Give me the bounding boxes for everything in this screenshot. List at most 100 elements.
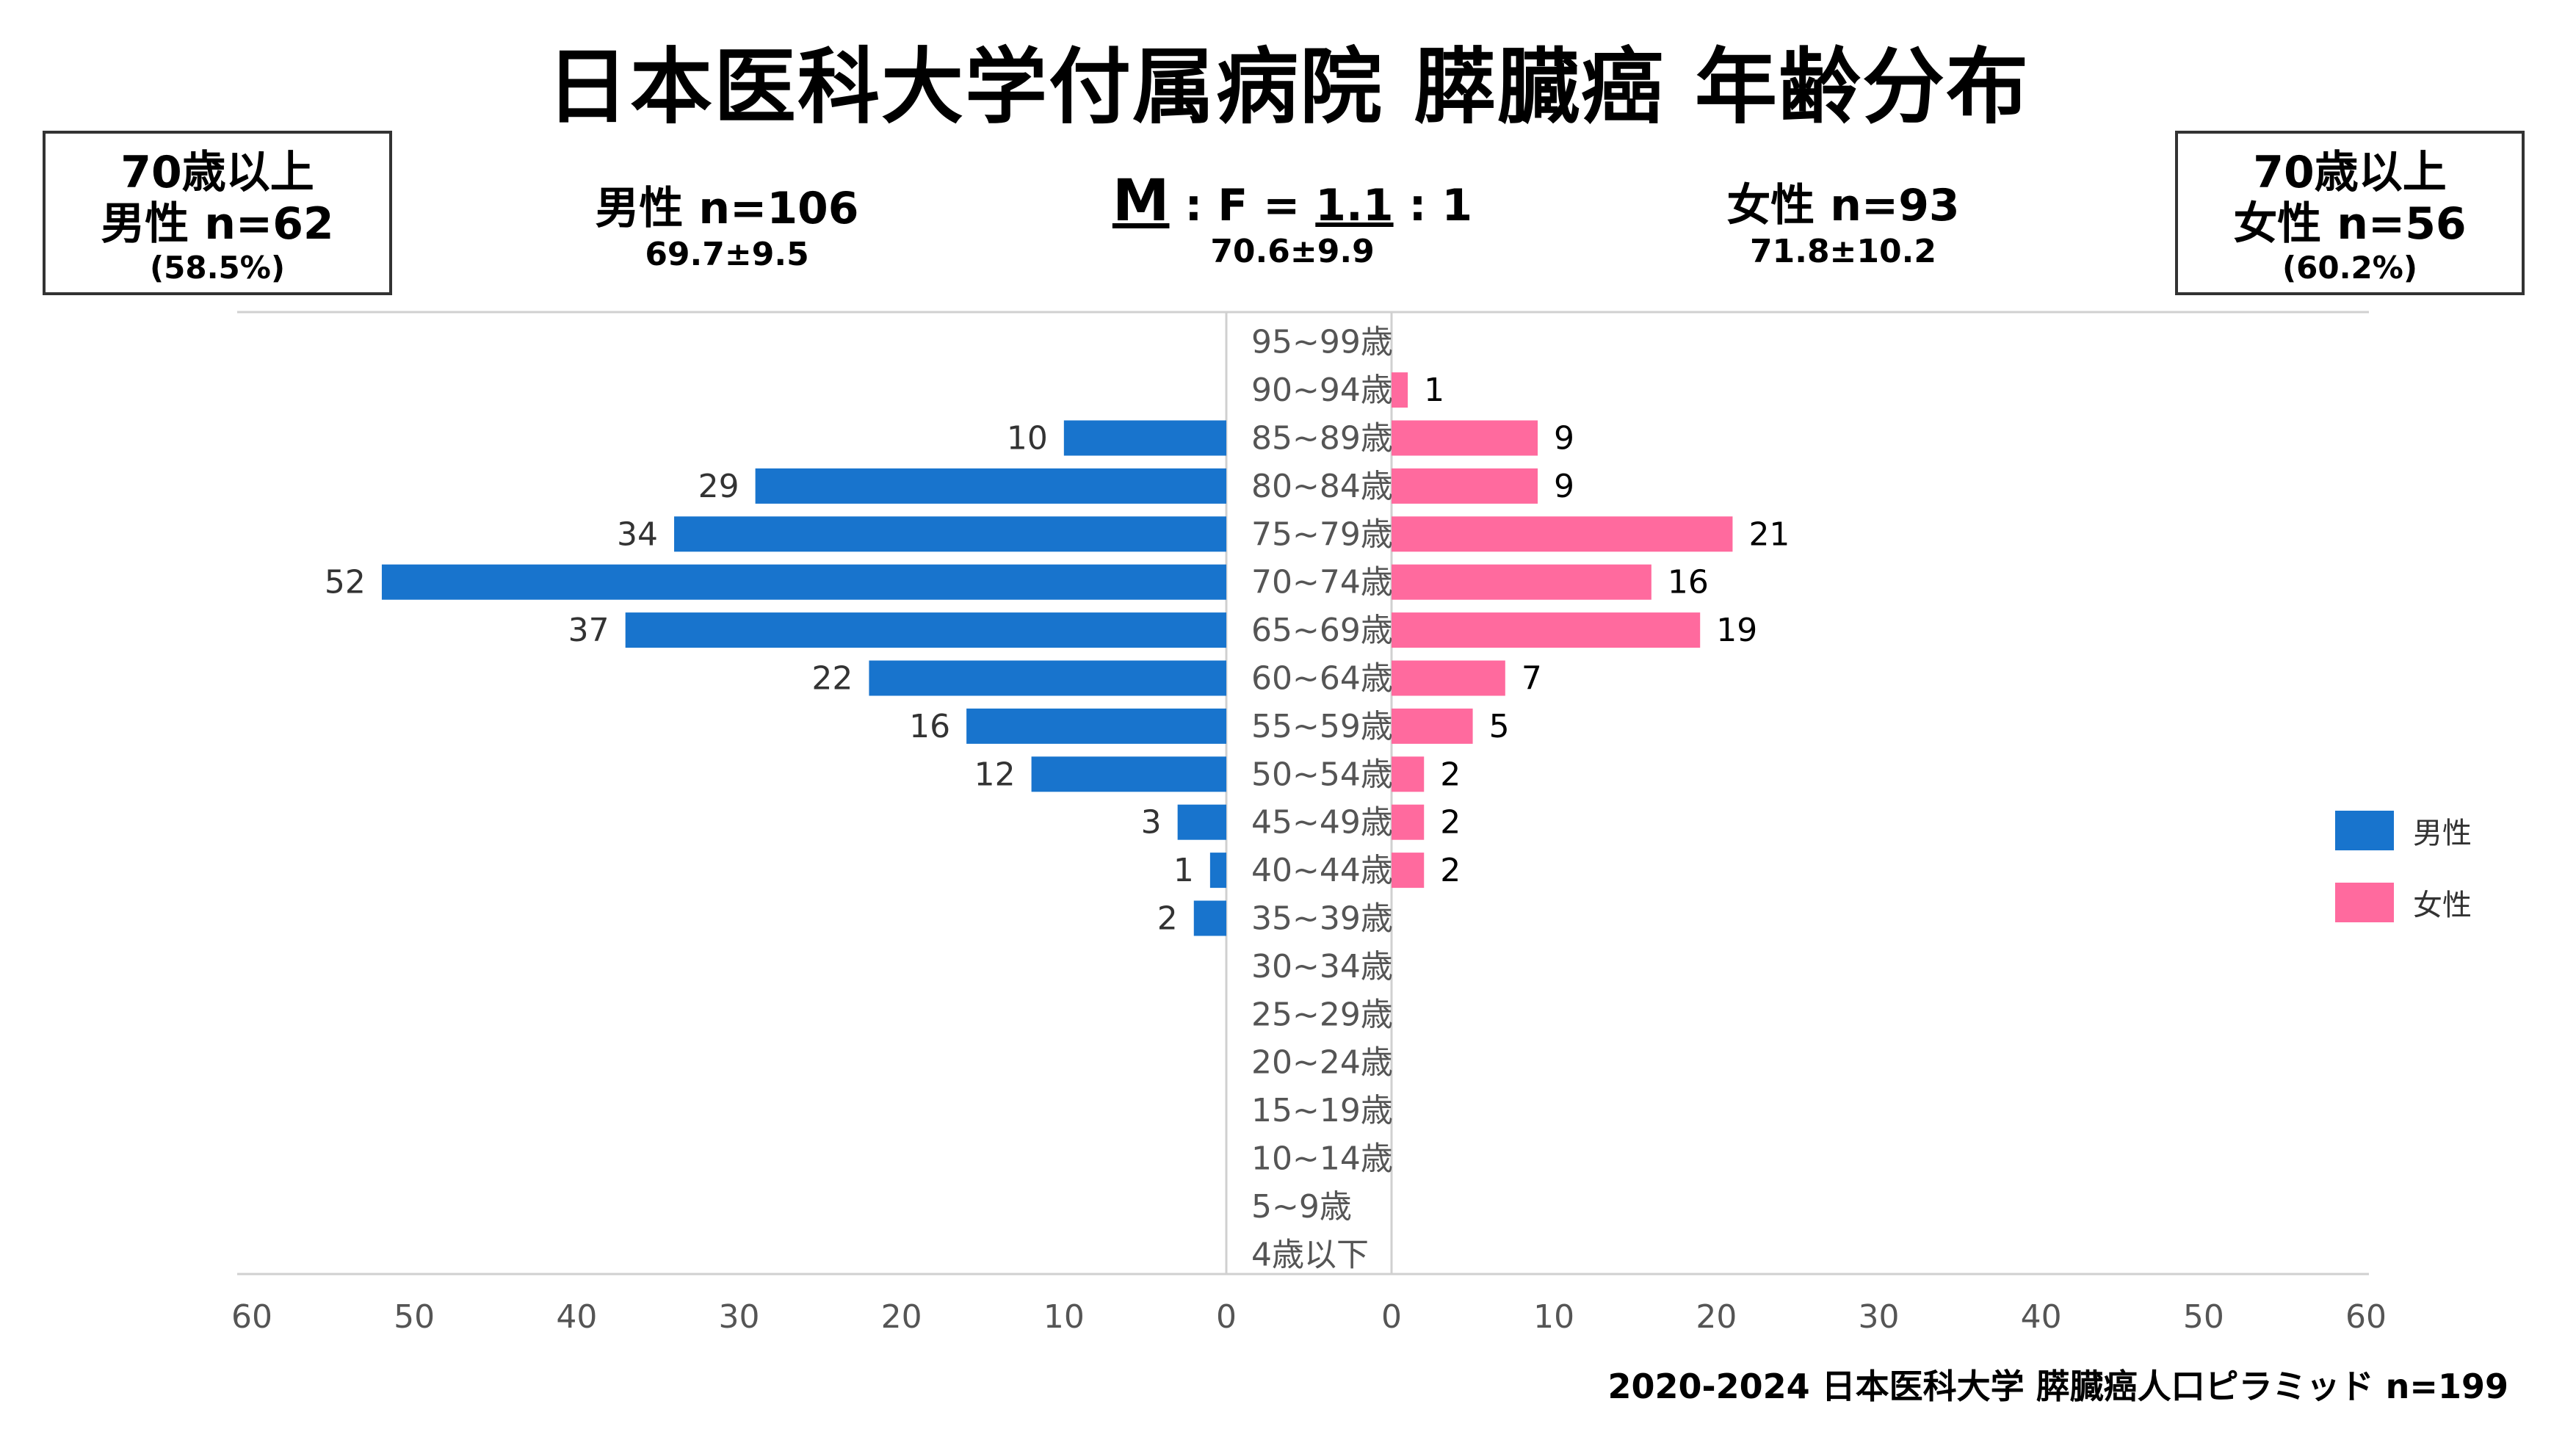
legend-male-swatch — [2335, 811, 2394, 850]
female-data-label: 2 — [1440, 852, 1461, 889]
age-label: 25~29歳 — [1251, 996, 1393, 1033]
female-bar — [1392, 372, 1408, 408]
male-data-label: 12 — [974, 756, 1016, 793]
female-bar — [1392, 468, 1538, 504]
age-label: 65~69歳 — [1251, 612, 1393, 649]
female-over70-count: 女性 n=56 — [2233, 198, 2467, 250]
female-data-label: 19 — [1716, 612, 1757, 649]
female-stat: 女性 n=93 71.8±10.2 — [1660, 179, 2027, 272]
female-bar — [1392, 756, 1425, 792]
x-tick-label-female: 0 — [1381, 1298, 1402, 1336]
age-label: 80~84歳 — [1251, 468, 1393, 505]
male-data-label: 10 — [1007, 420, 1048, 457]
male-mean: 69.7±9.5 — [645, 236, 809, 273]
sex-ratio: M : F = 1.1 : 1 70.6±9.9 — [1057, 173, 1527, 272]
female-data-label: 2 — [1440, 804, 1461, 842]
x-tick-label-female: 60 — [2345, 1298, 2387, 1336]
male-over70-box: 70歳以上 男性 n=62 (58.5%) — [43, 131, 392, 295]
sex-ratio-text: M : F = 1.1 : 1 — [1057, 173, 1527, 232]
female-data-label: 7 — [1522, 660, 1542, 698]
female-data-label: 16 — [1668, 564, 1709, 601]
female-data-label: 9 — [1554, 468, 1574, 505]
male-data-label: 52 — [325, 564, 366, 601]
male-over70-percent: (58.5%) — [149, 250, 286, 286]
x-tick-label-female: 50 — [2183, 1298, 2224, 1336]
legend-female-swatch — [2335, 883, 2394, 922]
age-label: 35~39歳 — [1251, 900, 1393, 938]
x-tick-label-female: 10 — [1533, 1298, 1574, 1336]
male-data-label: 2 — [1157, 900, 1178, 938]
female-over70-percent: (60.2%) — [2282, 250, 2418, 286]
x-tick-label-male: 20 — [881, 1298, 922, 1336]
age-label: 85~89歳 — [1251, 420, 1393, 457]
x-tick-label-female: 40 — [2021, 1298, 2062, 1336]
x-tick-label-female: 20 — [1696, 1298, 1737, 1336]
age-label: 75~79歳 — [1251, 515, 1393, 553]
ratio-m: M — [1112, 168, 1170, 234]
age-label: 4歳以下 — [1251, 1236, 1369, 1273]
male-data-label: 1 — [1173, 852, 1194, 889]
male-over70-label: 70歳以上 — [120, 147, 314, 198]
age-label: 5~9歳 — [1251, 1188, 1352, 1226]
male-data-label: 3 — [1141, 804, 1162, 842]
male-bar — [1177, 804, 1226, 840]
age-label: 40~44歳 — [1251, 852, 1393, 889]
overall-mean: 70.6±9.9 — [1210, 233, 1375, 270]
male-bar — [1031, 756, 1226, 792]
female-data-label: 2 — [1440, 756, 1461, 793]
male-data-label: 22 — [811, 660, 853, 698]
age-label: 10~14歳 — [1251, 1140, 1393, 1178]
female-bar — [1392, 612, 1701, 648]
legend-male-label: 男性 — [2413, 817, 2472, 850]
male-stat: 男性 n=106 69.7±9.5 — [543, 182, 911, 275]
female-over70-label: 70歳以上 — [2253, 147, 2447, 198]
female-bar — [1392, 708, 1473, 744]
age-label: 30~34歳 — [1251, 948, 1393, 985]
male-data-label: 37 — [568, 612, 609, 649]
x-tick-label-male: 10 — [1043, 1298, 1085, 1336]
female-bar — [1392, 853, 1425, 889]
female-bar — [1392, 564, 1651, 600]
male-bar — [1063, 420, 1226, 456]
age-label: 50~54歳 — [1251, 756, 1393, 793]
legend-female-label: 女性 — [2413, 889, 2472, 922]
female-data-label: 9 — [1554, 420, 1574, 457]
female-data-label: 1 — [1424, 372, 1444, 409]
female-bar — [1392, 420, 1538, 456]
male-bar — [1193, 900, 1226, 936]
age-label: 90~94歳 — [1251, 372, 1393, 409]
age-label: 70~74歳 — [1251, 564, 1393, 601]
male-bar — [381, 564, 1226, 600]
female-mean: 71.8±10.2 — [1750, 233, 1936, 270]
male-data-label: 34 — [617, 515, 658, 553]
male-bar — [869, 660, 1226, 696]
age-label: 95~99歳 — [1251, 324, 1393, 361]
male-bar — [966, 708, 1226, 744]
ratio-end: : 1 — [1393, 180, 1473, 231]
female-data-label: 21 — [1748, 515, 1790, 553]
chart-title: 日本医科大学付属病院 膵臓癌 年齢分布 — [546, 40, 2030, 135]
x-tick-label-male: 50 — [394, 1298, 435, 1336]
female-bar — [1392, 804, 1425, 840]
age-label: 15~19歳 — [1251, 1092, 1393, 1129]
male-bar — [625, 612, 1226, 648]
female-over70-box: 70歳以上 女性 n=56 (60.2%) — [2175, 131, 2525, 295]
male-over70-count: 男性 n=62 — [101, 198, 334, 250]
male-bar — [674, 516, 1226, 552]
ratio-mid: : F = — [1169, 180, 1316, 231]
age-label: 60~64歳 — [1251, 660, 1393, 698]
x-tick-label-male: 30 — [719, 1298, 760, 1336]
male-data-label: 29 — [698, 468, 739, 505]
x-tick-label-female: 30 — [1859, 1298, 1900, 1336]
footer-caption: 2020-2024 日本医科大学 膵臓癌人口ピラミッド n=199 — [1607, 1367, 2508, 1406]
female-count: 女性 n=93 — [1726, 180, 1960, 231]
female-data-label: 5 — [1489, 708, 1510, 745]
x-tick-label-male: 60 — [231, 1298, 272, 1336]
x-tick-label-male: 0 — [1216, 1298, 1237, 1336]
male-data-label: 16 — [909, 708, 950, 745]
x-tick-label-male: 40 — [556, 1298, 597, 1336]
age-label: 45~49歳 — [1251, 804, 1393, 842]
male-bar — [1209, 853, 1226, 889]
female-bar — [1392, 516, 1733, 552]
